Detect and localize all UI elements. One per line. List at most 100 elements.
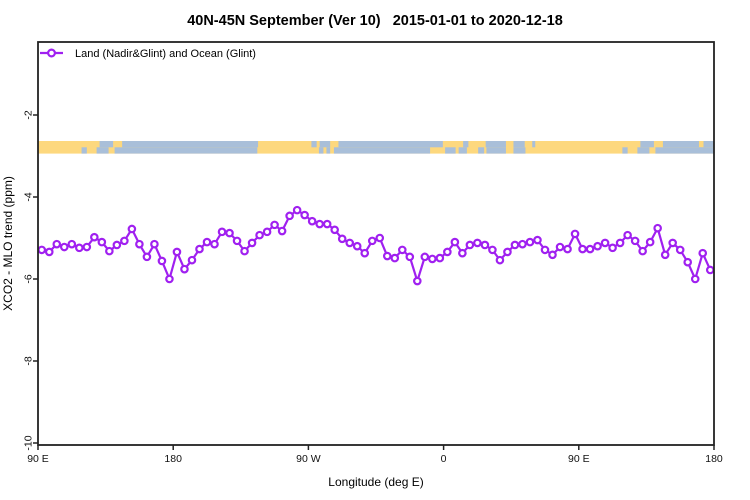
y-tick-label: -10 [23, 435, 35, 450]
ocean-segment [486, 147, 506, 154]
data-point [180, 264, 189, 274]
data-point [593, 241, 602, 251]
data-point [240, 246, 249, 256]
data-point [112, 240, 122, 250]
x-tick-label: 180 [164, 453, 182, 465]
ocean-segment [622, 147, 628, 154]
y-tick-label: -2 [23, 110, 35, 119]
x-tick-label: 90 E [27, 453, 49, 465]
y-tick-label: -4 [23, 192, 35, 201]
data-series [37, 205, 715, 286]
data-point [465, 240, 475, 250]
data-point [405, 252, 415, 262]
data-point [458, 248, 467, 258]
data-point [397, 245, 407, 255]
data-point [533, 235, 542, 245]
ocean-segment [333, 147, 431, 154]
ocean-segment [326, 147, 331, 154]
ocean-segment [513, 141, 525, 148]
data-point [435, 253, 445, 263]
data-point [90, 232, 99, 242]
data-point [578, 244, 587, 254]
ocean-segment [662, 141, 714, 148]
data-point [277, 226, 287, 236]
ocean-segment [532, 141, 536, 148]
data-point [232, 236, 242, 246]
data-point [630, 236, 640, 246]
data-point [315, 219, 324, 229]
data-point [37, 245, 47, 255]
x-tick-label: 90 E [568, 453, 590, 465]
data-point [420, 252, 430, 262]
legend: Land (Nadir&Glint) and Ocean (Glint) [40, 48, 256, 60]
data-point [525, 237, 535, 247]
data-point [52, 239, 62, 249]
data-point [300, 210, 309, 220]
data-point [247, 238, 257, 248]
data-point [142, 252, 152, 262]
data-point [382, 251, 392, 261]
data-point [645, 237, 655, 247]
data-point [495, 255, 505, 265]
data-point [285, 211, 294, 221]
data-point [570, 229, 580, 239]
data-point [608, 243, 617, 253]
data-point [390, 253, 400, 263]
data-point [615, 238, 625, 248]
data-point [518, 239, 527, 249]
ocean-segment [478, 147, 485, 154]
x-tick-label: 90 W [296, 453, 321, 465]
data-point [540, 245, 550, 255]
data-point [563, 244, 572, 254]
data-point [367, 236, 377, 246]
data-point [262, 227, 272, 237]
data-point [600, 238, 610, 248]
x-tick-label: 180 [705, 453, 723, 465]
legend-label: Land (Nadir&Glint) and Ocean (Glint) [75, 48, 256, 60]
data-point [638, 246, 647, 256]
data-point [67, 239, 77, 249]
data-point [97, 237, 107, 247]
data-point [165, 274, 174, 284]
data-point [668, 238, 677, 248]
data-point [653, 223, 662, 233]
data-point [623, 230, 632, 240]
ocean-segment [122, 141, 259, 148]
data-point [548, 250, 557, 260]
ocean-segment [513, 147, 526, 154]
data-point [127, 224, 137, 234]
ocean-segment [463, 141, 469, 148]
data-point [210, 239, 219, 249]
ocean-segment [81, 147, 87, 154]
data-point [225, 228, 234, 238]
data-point [135, 239, 144, 249]
chart-title: 40N-45N September (Ver 10) 2015-01-01 to… [187, 13, 563, 29]
data-point [292, 205, 302, 215]
data-point [337, 234, 347, 244]
ocean-segment [640, 141, 654, 148]
plot-border [37, 41, 715, 446]
data-point [428, 254, 437, 264]
x-tick-label: 0 [441, 453, 447, 465]
data-point [510, 240, 520, 250]
data-point [157, 256, 167, 266]
map-band [38, 141, 714, 154]
data-point [202, 237, 212, 247]
data-point [217, 227, 227, 237]
ocean-segment [319, 141, 331, 148]
data-point [345, 238, 355, 248]
y-axis: -2 -4 -6 -8 -10 [23, 110, 38, 451]
data-point [660, 250, 670, 260]
data-point [187, 255, 197, 265]
data-point [120, 236, 129, 246]
ocean-segment [96, 147, 109, 154]
x-axis: 90 E 180 90 W 0 90 E 180 [27, 445, 723, 465]
ocean-segment [114, 147, 258, 154]
data-point [698, 248, 708, 258]
data-point [270, 220, 279, 230]
ocean-segment [445, 147, 456, 154]
data-point [443, 247, 452, 257]
data-point [307, 216, 317, 226]
x-axis-label: Longitude (deg E) [328, 475, 423, 489]
